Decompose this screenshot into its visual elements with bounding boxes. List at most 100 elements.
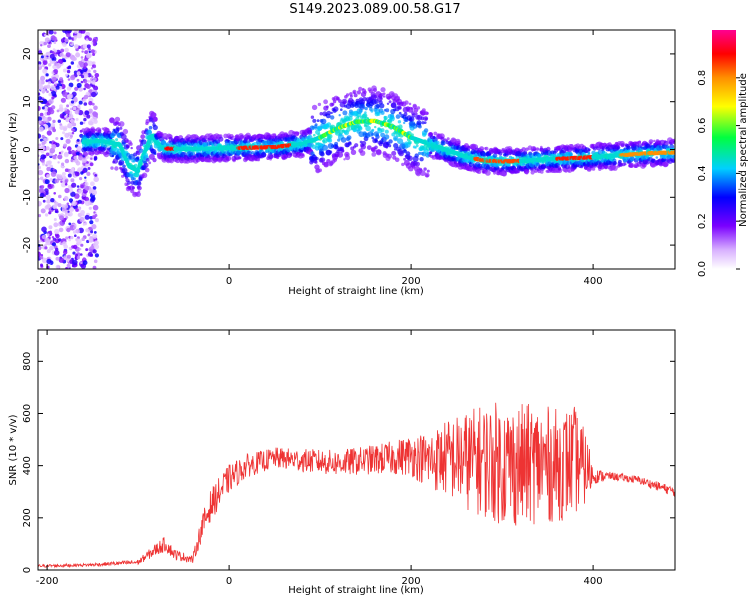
noise-point	[66, 86, 72, 91]
noise-point	[65, 236, 69, 240]
y-tick-label: 800	[22, 352, 33, 371]
ridge-point	[148, 125, 153, 130]
ridge-point	[403, 121, 406, 125]
noise-point	[44, 37, 51, 43]
ridge-point	[288, 129, 295, 136]
ridge-point	[418, 124, 422, 129]
ridge-point	[314, 160, 318, 164]
noise-point	[80, 171, 84, 175]
ridge-point	[140, 134, 146, 140]
noise-point	[50, 85, 56, 91]
ridge-point	[403, 149, 407, 152]
ridge-point	[343, 158, 346, 161]
noise-point	[38, 50, 43, 55]
ridge-point	[408, 102, 412, 106]
noise-point	[64, 183, 68, 186]
ridge-point	[535, 147, 540, 151]
noise-point	[55, 85, 60, 90]
ridge-point	[407, 140, 412, 145]
ridge-point	[136, 181, 142, 186]
ridge-point	[322, 144, 328, 151]
ridge-point	[333, 157, 338, 162]
ridge-point	[482, 152, 487, 157]
noise-point	[75, 44, 79, 49]
ridge-point	[440, 136, 445, 141]
noise-point	[49, 245, 54, 251]
noise-point	[60, 81, 64, 84]
ridge-point	[136, 156, 140, 160]
ridge-point	[624, 163, 627, 166]
noise-point	[61, 165, 65, 169]
ridge-point	[133, 171, 140, 178]
noise-point	[91, 91, 97, 98]
noise-point	[84, 179, 87, 183]
noise-point	[80, 70, 84, 74]
ridge-point	[387, 153, 392, 159]
noise-point	[64, 187, 70, 194]
noise-point	[92, 186, 97, 190]
noise-point	[74, 30, 78, 34]
ridge-point	[521, 147, 526, 152]
ridge-point	[361, 140, 367, 146]
noise-point	[40, 80, 45, 85]
ridge-point	[327, 138, 333, 143]
noise-point	[39, 255, 44, 260]
noise-point	[84, 185, 90, 191]
ridge-point	[532, 146, 536, 150]
noise-point	[59, 113, 66, 119]
noise-point	[81, 75, 85, 79]
top-x-axis-label: Height of straight line (km)	[288, 286, 424, 297]
noise-point	[40, 208, 46, 214]
noise-point	[72, 159, 75, 163]
ridge-point	[423, 121, 427, 124]
noise-point	[92, 38, 97, 44]
noise-point	[74, 171, 80, 177]
ridge-point	[395, 114, 401, 119]
noise-point	[46, 233, 50, 237]
ridge-point	[374, 145, 378, 150]
noise-point	[69, 41, 72, 45]
ridge-point	[421, 108, 426, 113]
noise-point	[72, 122, 77, 127]
noise-point	[78, 87, 83, 92]
ridge-point	[380, 132, 385, 138]
noise-point	[45, 146, 50, 151]
noise-point	[38, 120, 42, 124]
noise-point	[59, 52, 64, 57]
noise-point	[58, 194, 62, 199]
noise-point	[70, 100, 75, 104]
ridge-point	[655, 156, 659, 159]
noise-point	[86, 114, 91, 119]
noise-point	[40, 75, 46, 81]
noise-point	[49, 53, 55, 59]
noise-point	[38, 214, 42, 218]
ridge-point	[384, 129, 389, 134]
colorbar	[712, 30, 736, 269]
noise-point	[67, 78, 71, 81]
noise-point	[75, 117, 79, 121]
noise-point	[63, 143, 68, 148]
noise-point	[84, 196, 90, 202]
noise-point	[90, 49, 95, 54]
noise-point	[51, 242, 57, 247]
ridge-point	[664, 162, 669, 167]
ridge-point	[144, 152, 148, 157]
noise-point	[39, 176, 44, 181]
noise-point	[50, 35, 56, 41]
noise-point	[43, 85, 48, 90]
noise-point	[67, 146, 72, 151]
noise-point	[74, 109, 80, 115]
ridge-point	[350, 149, 357, 155]
ridge-point	[376, 149, 382, 155]
noise-point	[83, 65, 87, 70]
noise-point	[65, 52, 71, 58]
noise-point	[64, 115, 67, 118]
noise-point	[80, 56, 84, 59]
noise-point	[38, 187, 44, 193]
noise-point	[72, 251, 76, 255]
ridge-point	[147, 129, 152, 134]
ridge-point	[390, 102, 397, 108]
bottom-y-axis-label: SNR (10 * v/v)	[8, 414, 19, 485]
noise-point	[51, 236, 55, 239]
ridge-point	[362, 113, 368, 119]
